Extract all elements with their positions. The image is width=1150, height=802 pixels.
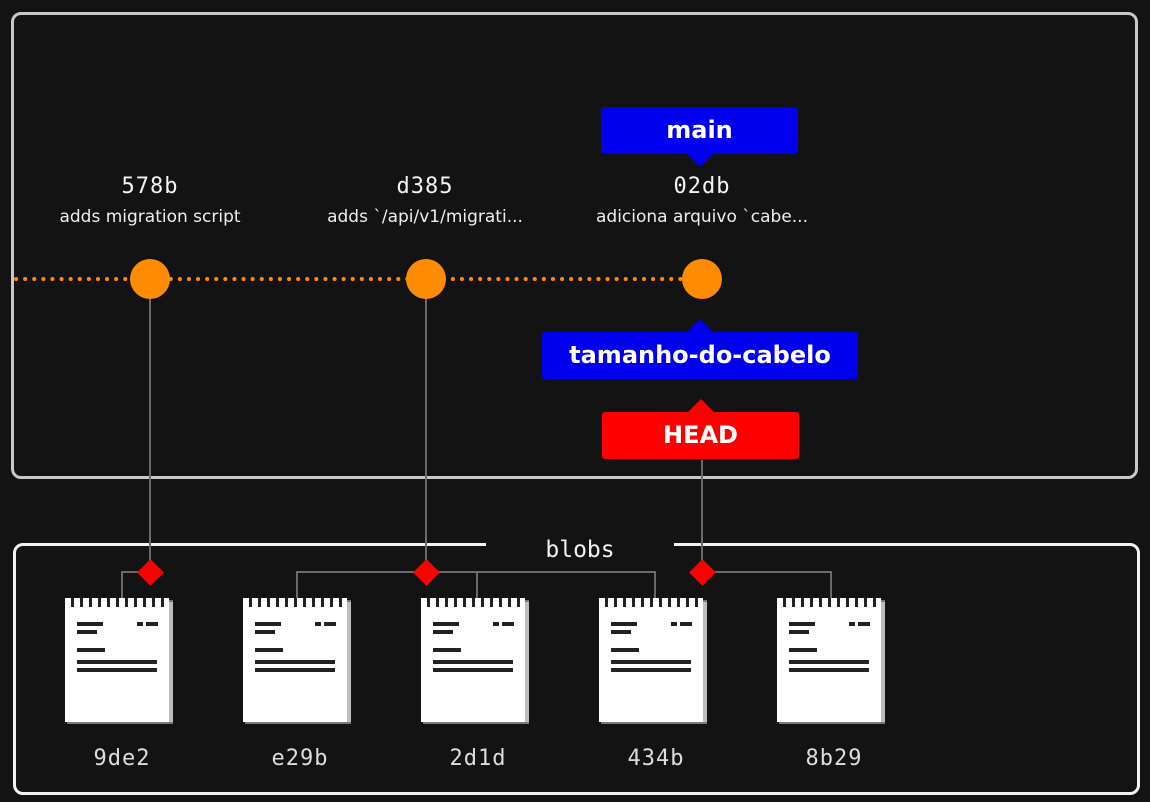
tree-blob-link-5: [702, 571, 832, 598]
branch-tag-label: tamanho-do-cabelo: [569, 341, 831, 369]
commit-node-02db[interactable]: [682, 259, 722, 299]
tree-blob-link-2: [296, 571, 426, 598]
blob-id: 434b: [627, 746, 685, 771]
blobs-panel-title: blobs: [545, 537, 615, 563]
blob-notepad-icon[interactable]: [421, 596, 531, 726]
blob-notepad-icon[interactable]: [599, 596, 709, 726]
blob-id: e29b: [271, 746, 329, 771]
head-tag[interactable]: HEAD: [602, 399, 799, 459]
commit-graph-panel: [11, 12, 1138, 479]
commit-node-578b[interactable]: [130, 259, 170, 299]
commit-node-d385[interactable]: [406, 259, 446, 299]
blob-id: 8b29: [805, 746, 863, 771]
commit-sha: 02db: [673, 174, 731, 199]
tag-pointer: [686, 319, 714, 333]
blob-notepad-icon[interactable]: [777, 596, 887, 726]
blob-notepad-icon[interactable]: [243, 596, 353, 726]
commit-message: adiciona arquivo `cabe...: [596, 207, 808, 227]
head-tag-label: HEAD: [663, 421, 738, 449]
branch-tag-tamanho-do-cabelo[interactable]: tamanho-do-cabelo: [542, 319, 858, 379]
tag-pointer: [685, 153, 714, 167]
blob-id: 2d1d: [449, 746, 507, 771]
branch-tag-label: main: [666, 116, 733, 144]
blob-id: 9de2: [93, 746, 151, 771]
branch-tag-main[interactable]: main: [601, 107, 798, 167]
blob-notepad-icon[interactable]: [65, 596, 175, 726]
commit-message: adds `/api/v1/migrati...: [327, 207, 523, 227]
commit-message: adds migration script: [59, 207, 241, 227]
tag-pointer: [686, 399, 715, 413]
tree-blob-link-4: [477, 571, 656, 598]
commit-sha: 578b: [121, 174, 179, 199]
commit-sha: d385: [396, 174, 454, 199]
